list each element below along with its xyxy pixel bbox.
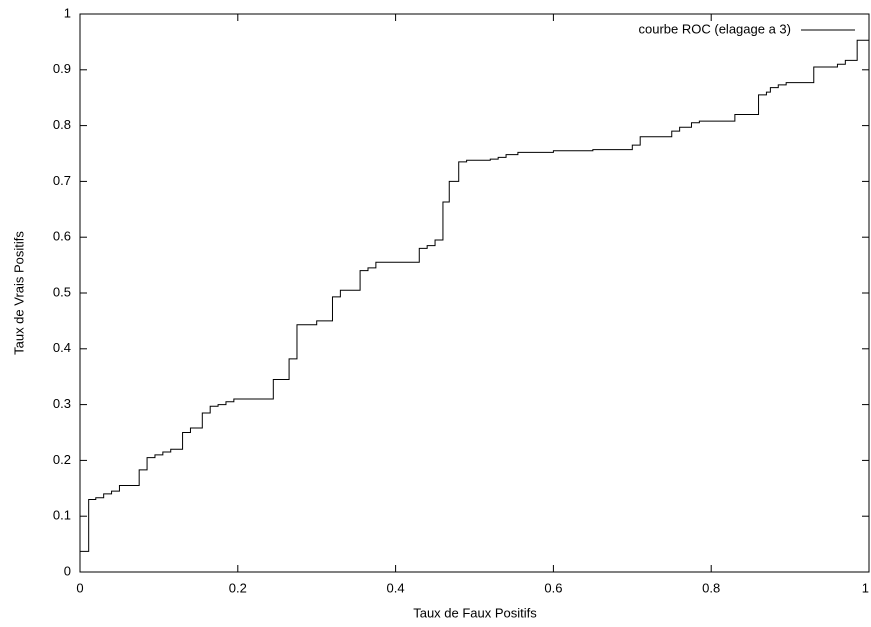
plot-frame <box>79 13 870 573</box>
y-tick-label: 0.6 <box>53 229 71 244</box>
y-tick-label: 0.7 <box>53 173 71 188</box>
y-tick-label: 0.3 <box>53 396 71 411</box>
legend-label: courbe ROC (elagage a 3) <box>639 21 791 36</box>
y-tick-label: 0.1 <box>53 508 71 523</box>
x-tick-label: 0.4 <box>387 580 405 595</box>
y-tick-label: 1 <box>64 5 71 20</box>
x-tick-label: 0.2 <box>229 580 247 595</box>
y-tick-label: 0 <box>64 563 71 578</box>
x-tick-label: 0 <box>76 580 83 595</box>
x-axis-label: Taux de Faux Positifs <box>413 605 537 620</box>
y-tick-label: 0.9 <box>53 61 71 76</box>
x-tick-label: 0.6 <box>544 580 562 595</box>
roc-curve <box>80 39 869 552</box>
y-tick-label: 0.2 <box>53 452 71 467</box>
y-axis-label: Taux de Vrais Positifs <box>11 231 26 355</box>
x-tick-label: 0.8 <box>702 580 720 595</box>
y-tick-label: 0.8 <box>53 117 71 132</box>
y-tick-label: 0.4 <box>53 340 71 355</box>
x-tick-label: 1 <box>862 580 869 595</box>
y-tick-label: 0.5 <box>53 284 71 299</box>
